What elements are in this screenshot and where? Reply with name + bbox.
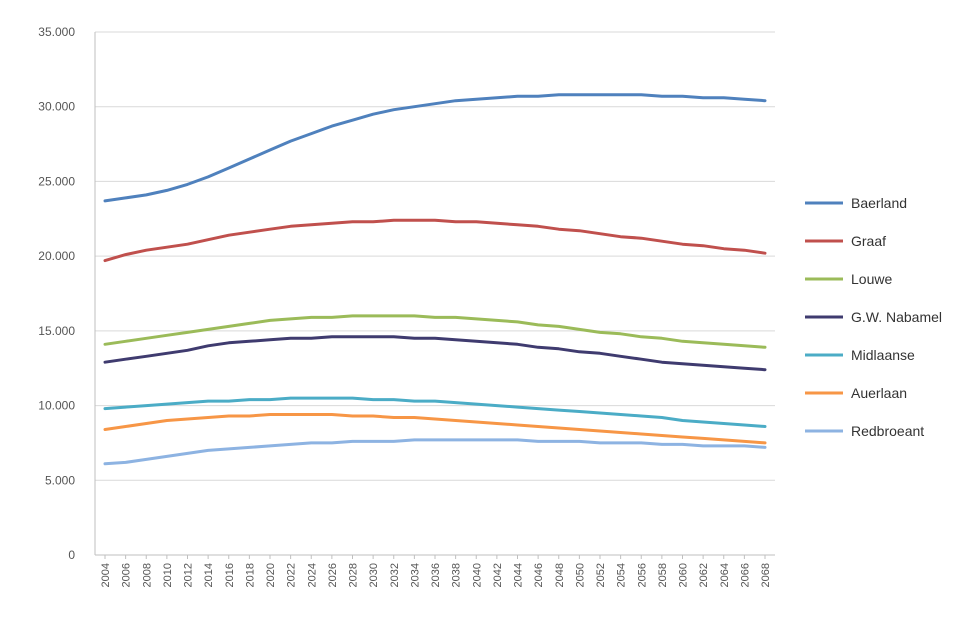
y-tick-label: 0: [68, 548, 75, 562]
x-tick-label: 2004: [100, 563, 112, 587]
y-tick-label: 20.000: [38, 249, 75, 263]
gridlines: [95, 31, 775, 481]
x-tick-label: 2054: [616, 563, 628, 587]
x-tick-label: 2034: [409, 563, 421, 587]
legend-label: G.W. Nabamel: [851, 309, 942, 325]
y-tick-label: 30.000: [38, 100, 75, 114]
x-tick-label: 2010: [162, 563, 174, 587]
x-tick-label: 2006: [121, 563, 133, 587]
x-tick-label: 2022: [286, 563, 298, 587]
x-tick-label: 2062: [698, 563, 710, 587]
series-line: [103, 218, 767, 263]
legend-label: Louwe: [851, 271, 892, 287]
x-tick-label: 2020: [265, 563, 277, 587]
x-tick-label: 2038: [451, 563, 463, 587]
x-tick-label: 2030: [368, 563, 380, 587]
x-tick-label: 2044: [513, 563, 525, 587]
legend: Baerland Graaf Louwe G.W. Nabamel Midlaanse A…: [805, 195, 942, 439]
series-line: [103, 314, 767, 349]
x-tick-label: 2036: [430, 563, 442, 587]
series-line: [103, 335, 767, 372]
x-tick-label: 2060: [678, 563, 690, 587]
series-line: [103, 93, 767, 203]
x-tick-label: 2064: [719, 563, 731, 587]
x-tick-label: 2042: [492, 563, 504, 587]
x-tick-label: 2012: [183, 563, 195, 587]
legend-label: Auerlaan: [851, 385, 907, 401]
x-tick-label: 2024: [306, 563, 318, 587]
series-line: [103, 396, 767, 428]
x-tick-label: 2050: [574, 563, 586, 587]
series-line: [103, 438, 767, 466]
legend-label: Baerland: [851, 195, 907, 211]
x-tick-label: 2066: [739, 563, 751, 587]
x-tick-label: 2046: [533, 563, 545, 587]
x-tick-label: 2018: [244, 563, 256, 587]
y-tick-label: 5.000: [45, 473, 75, 487]
x-tick-label: 2048: [554, 563, 566, 587]
x-tick-label: 2028: [348, 563, 360, 587]
series-line: [103, 413, 767, 445]
y-tick-label: 10.000: [38, 399, 75, 413]
x-tick-label: 2052: [595, 563, 607, 587]
axes: 0 5.000 10.000 15.000 20.000 25.000 30.000 35.0…: [38, 25, 775, 587]
legend-label: Graaf: [851, 233, 886, 249]
x-tick-label: 2056: [636, 563, 648, 587]
x-tick-label: 2014: [203, 563, 215, 587]
x-tick-label: 2008: [141, 563, 153, 587]
y-tick-label: 35.000: [38, 25, 75, 39]
x-tick-label: 2058: [657, 563, 669, 587]
series-lines: [103, 93, 767, 466]
x-tick-label: 2016: [224, 563, 236, 587]
x-tick-label: 2040: [471, 563, 483, 587]
legend-label: Redbroeant: [851, 423, 924, 439]
y-tick-label: 25.000: [38, 174, 75, 188]
legend-label: Midlaanse: [851, 347, 915, 363]
x-tick-label: 2068: [760, 563, 772, 587]
x-tick-label: 2026: [327, 563, 339, 587]
x-tick-label: 2032: [389, 563, 401, 587]
y-tick-label: 15.000: [38, 324, 75, 338]
